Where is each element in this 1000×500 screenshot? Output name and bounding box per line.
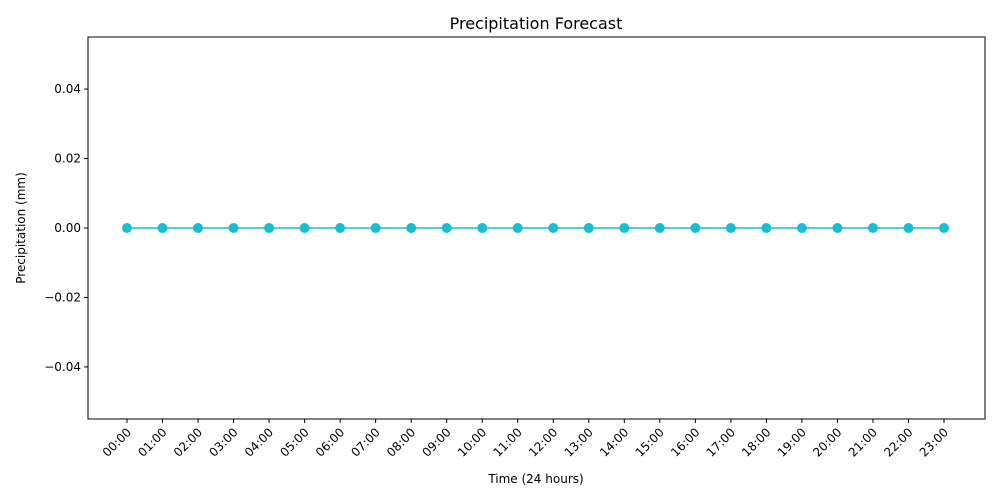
x-tick-label: 02:00 — [171, 425, 205, 459]
x-tick-label: 14:00 — [597, 425, 631, 459]
y-tick-label: −0.02 — [44, 290, 81, 304]
x-tick-label: 05:00 — [277, 425, 311, 459]
y-tick-label: −0.04 — [44, 360, 81, 374]
data-point — [370, 223, 381, 233]
x-tick-label: 17:00 — [704, 425, 738, 459]
x-tick-label: 03:00 — [206, 425, 240, 459]
data-point — [583, 223, 594, 233]
data-point — [122, 223, 132, 233]
data-point — [548, 223, 559, 233]
x-tick-label: 16:00 — [668, 425, 702, 459]
x-axis-title: Time (24 hours) — [487, 472, 583, 486]
data-point — [761, 223, 772, 233]
data-point — [690, 223, 701, 233]
x-tick-label: 18:00 — [739, 425, 773, 459]
x-tick-label: 11:00 — [490, 425, 524, 459]
data-point — [193, 223, 204, 233]
x-tick-label: 15:00 — [633, 425, 667, 459]
x-tick-label: 13:00 — [562, 425, 596, 459]
chart-title: Precipitation Forecast — [450, 14, 623, 33]
data-point — [264, 223, 275, 233]
x-tick-label: 20:00 — [810, 425, 844, 459]
x-tick-label: 22:00 — [881, 425, 915, 459]
data-point — [406, 223, 417, 233]
data-point — [619, 223, 630, 233]
y-axis-title: Precipitation (mm) — [14, 172, 28, 284]
data-point — [654, 223, 665, 233]
x-axis: 00:00 01:00 02:00 03:00 04:00 05:00 06:00 07:00… — [100, 419, 951, 460]
y-axis: −0.04 −0.02 0.00 0.02 0.04 — [44, 82, 88, 374]
x-tick-label: 04:00 — [242, 425, 276, 459]
y-tick-label: 0.00 — [54, 221, 81, 235]
x-tick-label: 21:00 — [846, 425, 880, 459]
x-tick-label: 10:00 — [455, 425, 489, 459]
x-tick-label: 01:00 — [135, 425, 169, 459]
data-point — [228, 223, 239, 233]
y-tick-label: 0.04 — [54, 82, 81, 96]
data-point — [512, 223, 523, 233]
series-layer — [122, 223, 949, 233]
x-tick-label: 06:00 — [313, 425, 347, 459]
x-tick-label: 12:00 — [526, 425, 560, 459]
x-tick-label: 08:00 — [384, 425, 418, 459]
data-point — [939, 223, 949, 233]
data-point — [477, 223, 488, 233]
data-point — [335, 223, 346, 233]
data-point — [796, 223, 807, 233]
x-tick-label: 07:00 — [348, 425, 382, 459]
x-tick-label: 00:00 — [100, 425, 134, 459]
y-tick-label: 0.02 — [54, 152, 81, 166]
data-point — [157, 223, 168, 233]
data-point — [903, 223, 914, 233]
x-tick-label: 19:00 — [775, 425, 809, 459]
x-tick-label: 09:00 — [419, 425, 453, 459]
data-point — [725, 223, 736, 233]
data-point — [441, 223, 452, 233]
data-point — [867, 223, 878, 233]
data-point — [832, 223, 843, 233]
data-point — [299, 223, 310, 233]
x-tick-label: 23:00 — [917, 425, 951, 459]
